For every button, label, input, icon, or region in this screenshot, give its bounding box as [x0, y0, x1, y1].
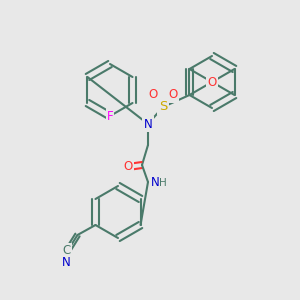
Text: O: O	[168, 88, 178, 101]
Text: N: N	[151, 176, 159, 188]
Text: O: O	[207, 76, 217, 88]
Text: O: O	[123, 160, 133, 173]
Text: H: H	[159, 178, 167, 188]
Text: N: N	[144, 118, 152, 130]
Text: O: O	[207, 76, 217, 88]
Text: O: O	[148, 88, 158, 101]
Text: N: N	[62, 256, 71, 268]
Text: C: C	[62, 244, 70, 257]
Text: S: S	[159, 100, 167, 113]
Text: F: F	[107, 110, 113, 122]
